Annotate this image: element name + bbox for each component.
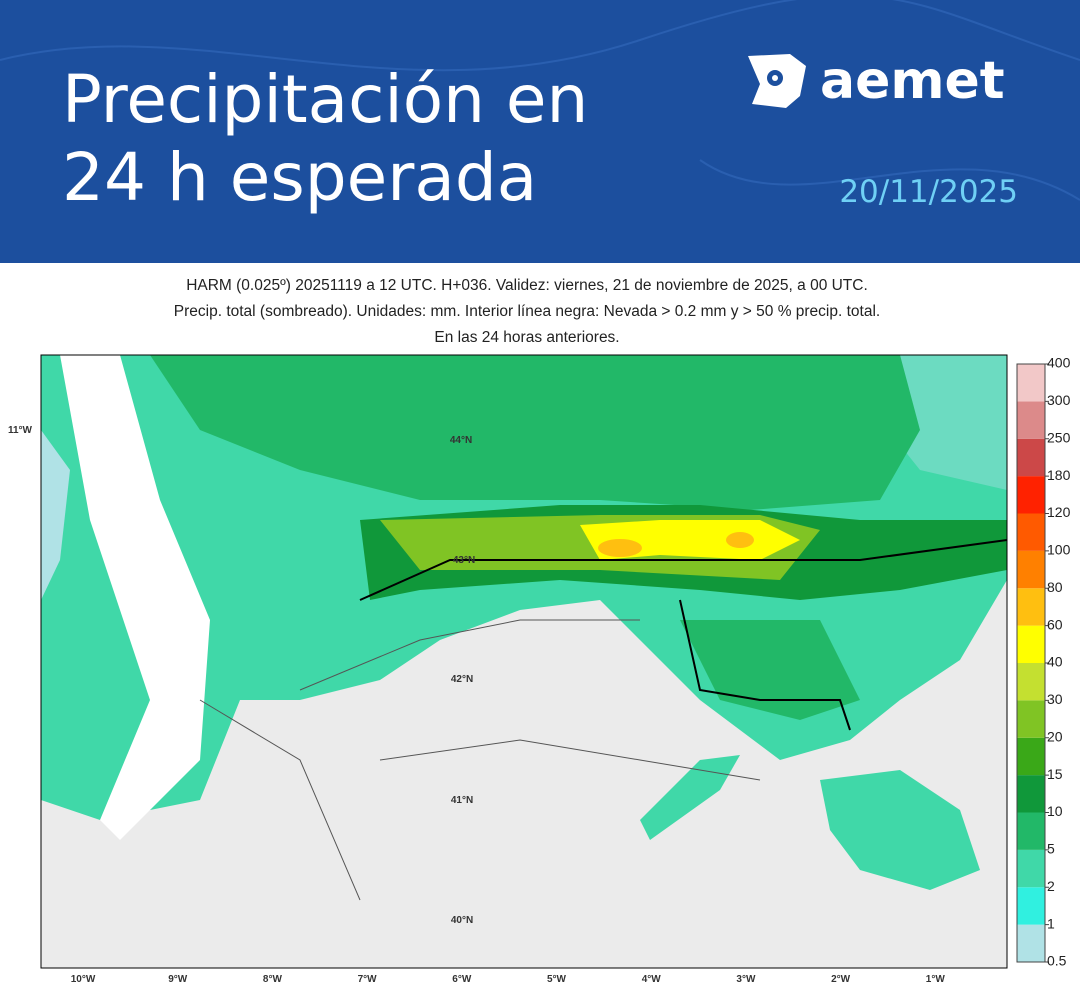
lat-label: 40°N <box>451 915 473 926</box>
colorbar-label: 300 <box>1047 392 1071 408</box>
colorbar-label: 10 <box>1047 803 1063 819</box>
colorbar-label: 2 <box>1047 878 1055 894</box>
colorbar-label: 120 <box>1047 504 1071 520</box>
colorbar-label: 250 <box>1047 429 1071 445</box>
lat-label: 42°N <box>451 674 473 685</box>
logo-text: aemet <box>820 51 1005 111</box>
lon-label: 6°W <box>452 974 472 985</box>
colorbar-segment <box>1017 438 1045 477</box>
colorbar-segment <box>1017 401 1045 439</box>
lon-label: 1°W <box>926 974 946 985</box>
colorbar: 0.5 1 2 5 10 15 20 30 40 60 80 100 120 180 250 300 400 <box>1016 355 1071 969</box>
lon-labels: 10°W 9°W 8°W 7°W 6°W 5°W 4°W 3°W 2°W 1°W <box>71 974 946 985</box>
header-band <box>0 0 1080 263</box>
colorbar-segment <box>1017 663 1045 701</box>
colorbar-segment <box>1017 775 1045 813</box>
colorbar-segment <box>1017 550 1045 589</box>
colorbar-segment <box>1017 812 1045 850</box>
colorbar-label: 180 <box>1047 467 1071 483</box>
colorbar-label: 5 <box>1047 841 1055 857</box>
lon-label: 2°W <box>831 974 851 985</box>
header-decor <box>699 159 1080 201</box>
colorbar-label: 0.5 <box>1047 953 1067 969</box>
colorbar-label: 30 <box>1047 691 1063 707</box>
lat-label: 41°N <box>451 795 473 806</box>
colorbar-segment <box>1017 887 1045 925</box>
colorbar-segment <box>1017 588 1045 626</box>
colorbar-label: 400 <box>1047 355 1071 371</box>
lon-label: 10°W <box>71 974 96 985</box>
lon-label: 8°W <box>263 974 283 985</box>
title-line: Precipitación en <box>62 61 588 138</box>
colorbar-label: 60 <box>1047 616 1063 632</box>
colorbar-label: 100 <box>1047 542 1071 558</box>
title-line: 24 h esperada <box>62 139 537 216</box>
lat-label: 43°N <box>453 555 475 566</box>
colorbar-label: 40 <box>1047 654 1063 670</box>
lon-label: 4°W <box>642 974 662 985</box>
header-decor <box>0 0 1080 72</box>
colorbar-segment <box>1017 625 1045 663</box>
lon-label: 3°W <box>736 974 756 985</box>
colorbar-label: 80 <box>1047 579 1063 595</box>
side-label: 11°W <box>8 425 33 436</box>
colorbar-label: 20 <box>1047 728 1063 744</box>
colorbar-segment <box>1017 476 1045 514</box>
lat-label: 44°N <box>450 435 472 446</box>
colorbar-segment <box>1017 700 1045 738</box>
colorbar-segment <box>1017 924 1045 962</box>
lon-label: 7°W <box>358 974 378 985</box>
colorbar-label: 1 <box>1047 915 1055 931</box>
colorbar-label: 15 <box>1047 766 1063 782</box>
logo-icon <box>748 54 806 108</box>
colorbar-segment <box>1017 364 1045 402</box>
lon-label: 9°W <box>168 974 188 985</box>
caption: En las 24 horas anteriores. <box>434 329 619 346</box>
date: 20/11/2025 <box>839 174 1018 210</box>
colorbar-segment <box>1017 849 1045 888</box>
caption: Precip. total (sombreado). Unidades: mm.… <box>174 303 880 320</box>
colorbar-segment <box>1017 513 1045 551</box>
lon-label: 5°W <box>547 974 567 985</box>
map-frame <box>40 354 1008 969</box>
colorbar-segment <box>1017 737 1045 776</box>
caption: HARM (0.025º) 20251119 a 12 UTC. H+036. … <box>186 277 868 294</box>
map <box>41 355 1007 968</box>
